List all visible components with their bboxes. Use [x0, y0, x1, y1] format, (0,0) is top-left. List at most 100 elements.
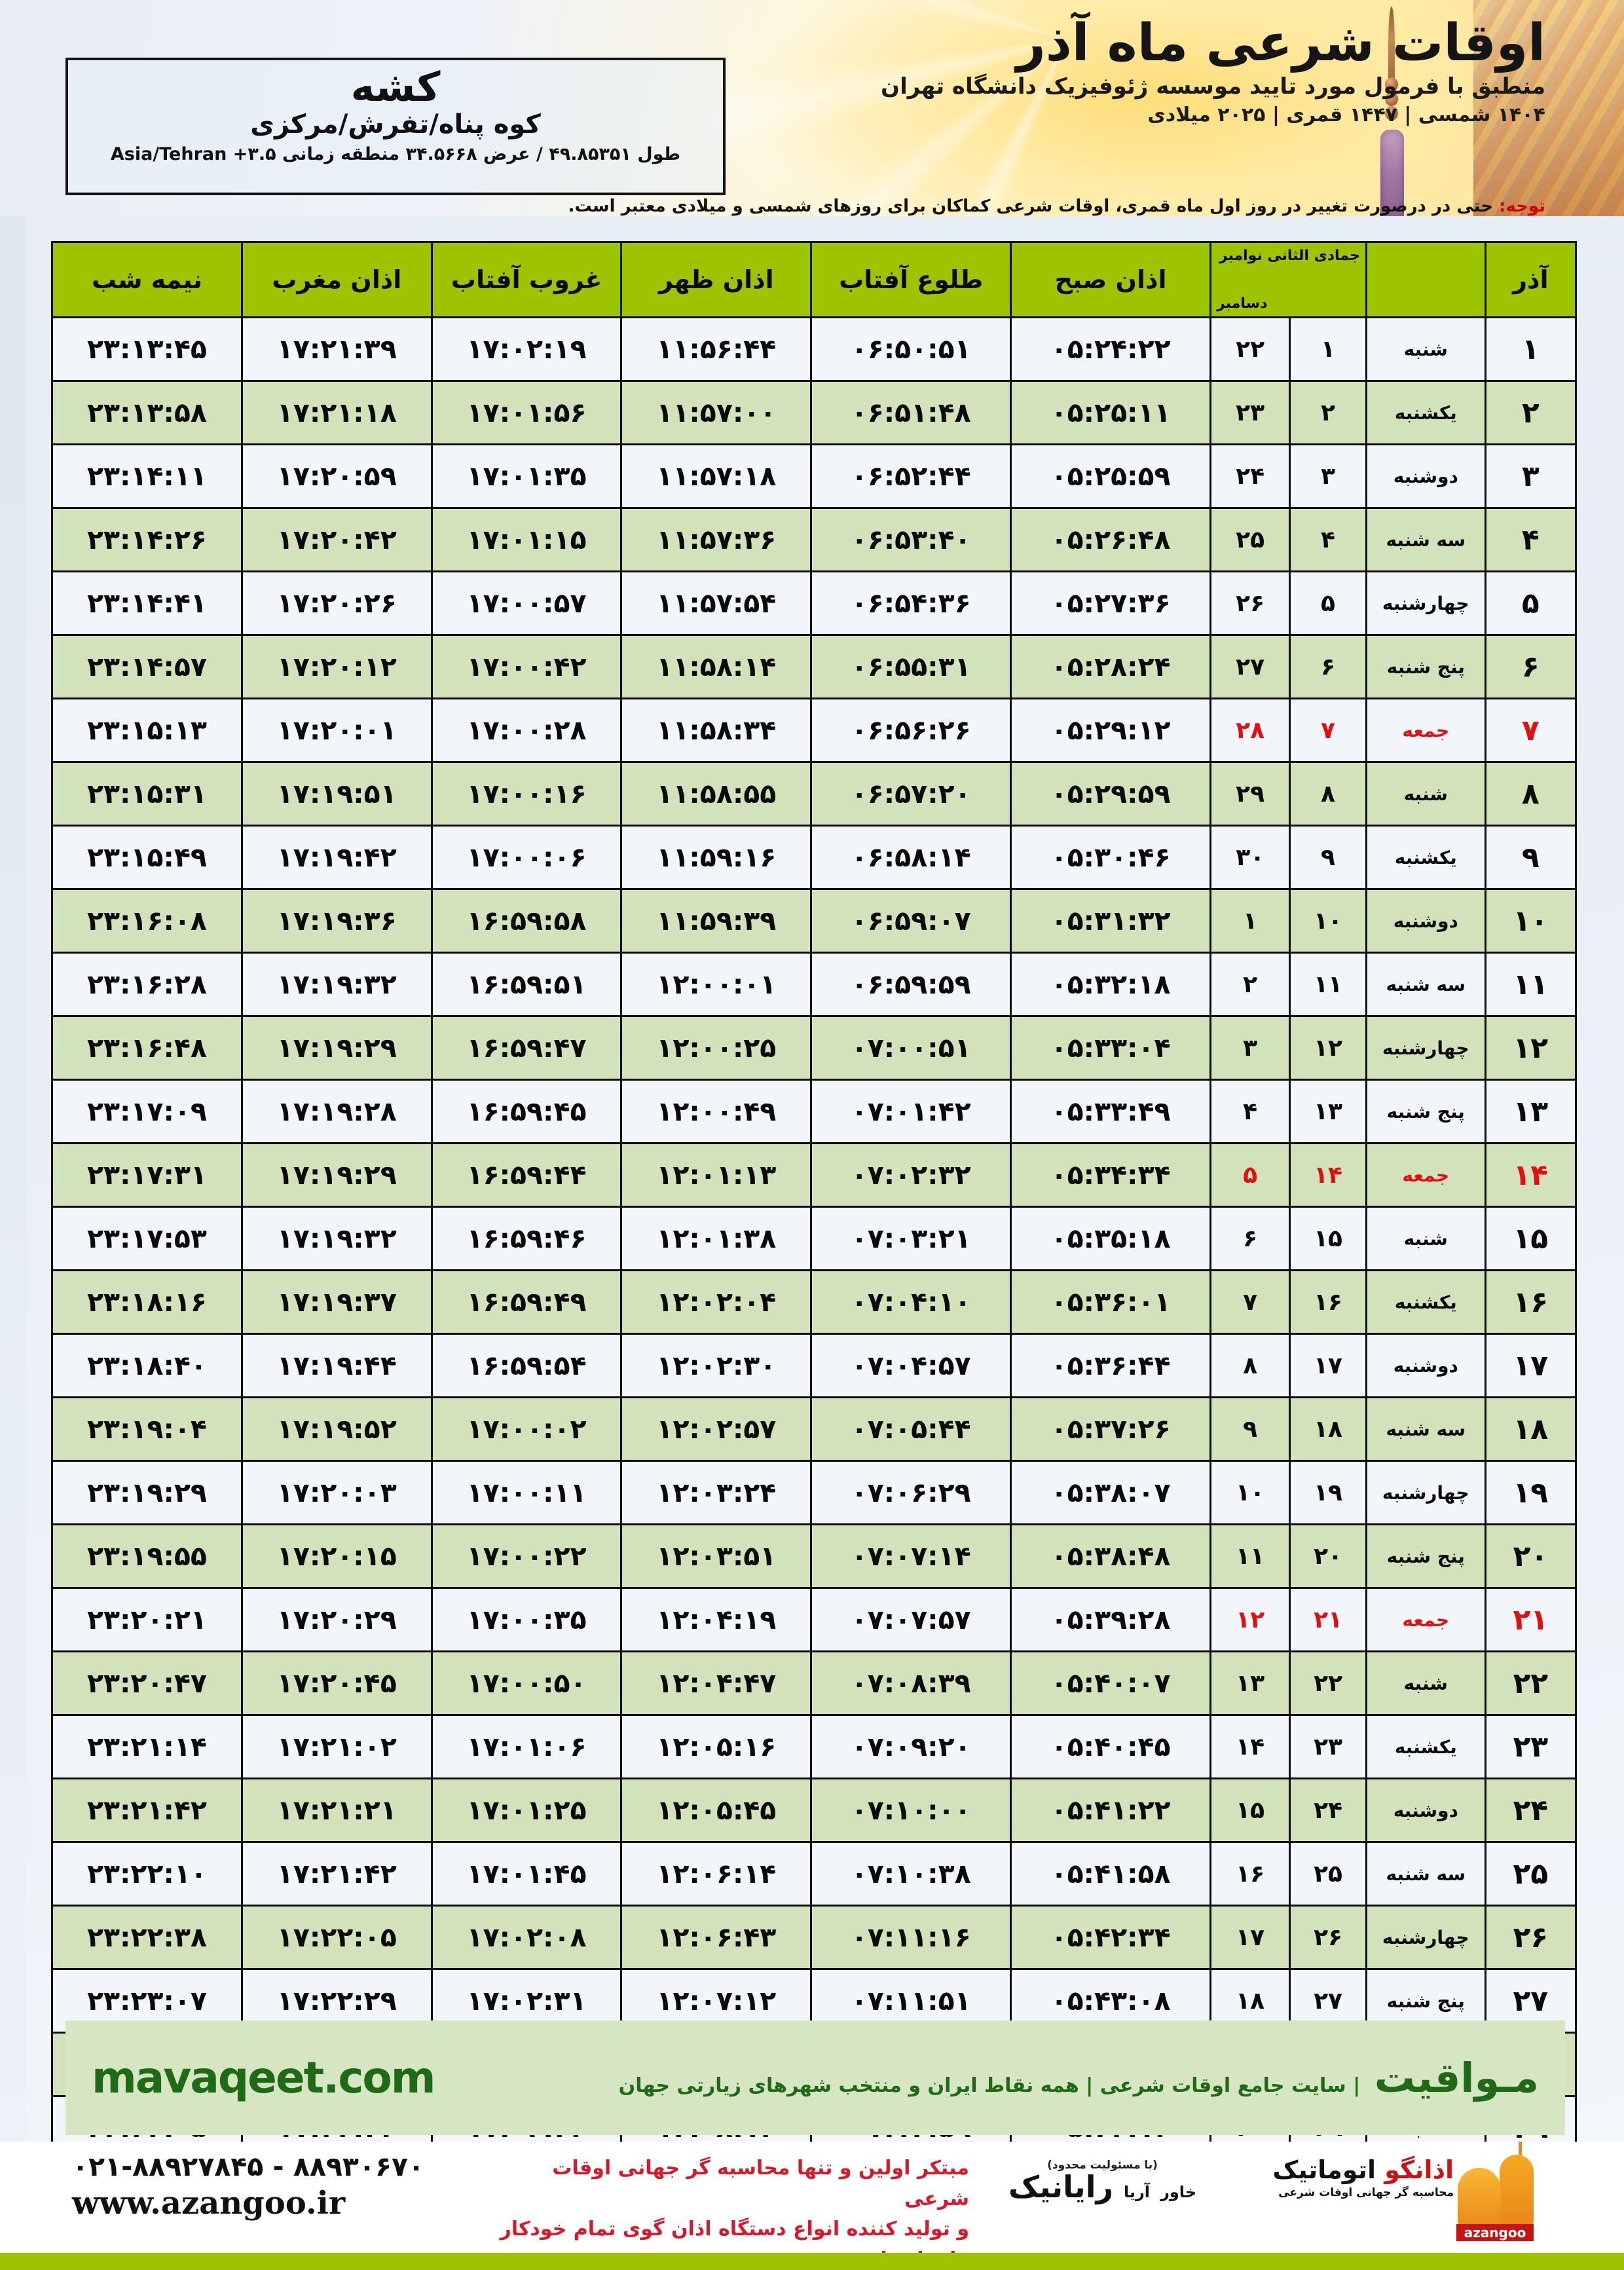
- day-weekday: پنج شنبه: [1365, 1079, 1486, 1144]
- time-tolu: ۰۷:۱۰:۰۰: [810, 1777, 1012, 1843]
- time-tolu: ۰۷:۰۲:۳۲: [810, 1142, 1012, 1208]
- time-sobh: ۰۵:۲۶:۴۸: [1010, 507, 1212, 572]
- time-sobh: ۰۵:۴۰:۰۷: [1010, 1650, 1212, 1716]
- table-row: ۱۴ جمعه ۱۴ ۵ ۰۵:۳۴:۳۴ ۰۷:۰۲:۳۲ ۱۲:۰۱:۱۳ ۱۶:۵۹:۴…: [51, 1142, 1578, 1208]
- day-azar: ۷: [1484, 698, 1578, 763]
- time-nimeshab: ۲۳:۲۱:۱۴: [51, 1714, 243, 1779]
- time-sobh: ۰۵:۳۸:۰۷: [1010, 1460, 1212, 1525]
- day-azar: ۱۴: [1484, 1142, 1578, 1208]
- day-weekday: جمعه: [1365, 1587, 1486, 1652]
- day-gregorian: ۲: [1209, 952, 1291, 1017]
- time-maghreb: ۱۷:۱۹:۳۷: [240, 1269, 433, 1335]
- time-zohr: ۱۲:۰۶:۱۴: [620, 1841, 813, 1907]
- day-weekday: دوشنبه: [1365, 1777, 1486, 1843]
- time-ghorub: ۱۷:۰۰:۵۷: [430, 570, 623, 636]
- rayanik-liability: (با مسئولیت محدود): [1047, 2159, 1158, 2172]
- table-row: ۳ دوشنبه ۳ ۲۴ ۰۵:۲۵:۵۹ ۰۶:۵۲:۴۴ ۱۱:۵۷:۱۸ ۱۷:۰۱:…: [51, 443, 1578, 509]
- time-maghreb: ۱۷:۲۰:۱۵: [240, 1523, 433, 1589]
- col-header-zohr: اذان ظهر: [620, 241, 813, 318]
- day-qamari: ۶: [1289, 634, 1367, 699]
- time-zohr: ۱۱:۵۷:۱۸: [620, 443, 813, 509]
- col-header-maghreb: اذان مغرب: [240, 241, 433, 318]
- promo-domain[interactable]: mavaqeet.com: [92, 2053, 435, 2103]
- minaret-body: [1380, 130, 1404, 216]
- table-row: ۶ پنج شنبه ۶ ۲۷ ۰۵:۲۸:۲۴ ۰۶:۵۵:۳۱ ۱۱:۵۸:۱۴ ۱۷:۰…: [51, 634, 1578, 699]
- footer-website[interactable]: www.azangoo.ir: [72, 2185, 346, 2222]
- day-weekday: یکشنبه: [1365, 380, 1486, 445]
- col-header-nimeshab: نیمه شب: [51, 241, 243, 318]
- time-nimeshab: ۲۳:۱۵:۱۳: [51, 698, 243, 763]
- time-nimeshab: ۲۳:۲۲:۱۰: [51, 1841, 243, 1907]
- day-azar: ۵: [1484, 570, 1578, 636]
- day-gregorian: ۸: [1209, 1333, 1291, 1398]
- table-row: ۸ شنبه ۸ ۲۹ ۰۵:۲۹:۵۹ ۰۶:۵۷:۲۰ ۱۱:۵۸:۵۵ ۱۷:۰۰:۱۶…: [51, 761, 1578, 827]
- header-qamari-november: جمادی الثانی نوامبر: [1219, 248, 1360, 264]
- page-title: اوقات شرعی ماه آذر: [1016, 14, 1546, 73]
- table-row: ۲۴ دوشنبه ۲۴ ۱۵ ۰۵:۴۱:۲۲ ۰۷:۱۰:۰۰ ۱۲:۰۵:۴۵ ۱۷:۰…: [51, 1777, 1578, 1843]
- time-tolu: ۰۶:۵۷:۲۰: [810, 761, 1012, 827]
- table-row: ۲۲ شنبه ۲۲ ۱۳ ۰۵:۴۰:۰۷ ۰۷:۰۸:۳۹ ۱۲:۰۴:۴۷ ۱۷:۰۰:…: [51, 1650, 1578, 1716]
- day-weekday: دوشنبه: [1365, 443, 1486, 509]
- day-qamari: ۲۳: [1289, 1714, 1367, 1779]
- footer-phone: ۰۲۱-۸۸۹۲۷۸۴۵ - ۸۸۹۳۰۶۷۰: [72, 2151, 425, 2182]
- time-ghorub: ۱۷:۰۲:۰۸: [430, 1905, 623, 1970]
- time-ghorub: ۱۷:۰۰:۰۲: [430, 1396, 623, 1462]
- city-coordinates: طول ۴۹.۸۵۳۵۱ / عرض ۳۴.۵۶۶۸ منطقه زمانی ۳…: [110, 144, 681, 164]
- day-gregorian: ۱۱: [1209, 1523, 1291, 1589]
- time-maghreb: ۱۷:۱۹:۴۲: [240, 825, 433, 890]
- time-maghreb: ۱۷:۱۹:۳۲: [240, 952, 433, 1017]
- time-ghorub: ۱۶:۵۹:۴۴: [430, 1142, 623, 1208]
- day-qamari: ۵: [1289, 570, 1367, 636]
- time-maghreb: ۱۷:۱۹:۲۸: [240, 1079, 433, 1144]
- time-tolu: ۰۶:۵۹:۵۹: [810, 952, 1012, 1017]
- time-ghorub: ۱۷:۰۰:۲۸: [430, 698, 623, 763]
- day-weekday: یکشنبه: [1365, 1269, 1486, 1335]
- contact-block: ۰۲۱-۸۸۹۲۷۸۴۵ - ۸۸۹۳۰۶۷۰ www.azangoo.ir: [72, 2151, 425, 2222]
- time-ghorub: ۱۷:۰۰:۰۶: [430, 825, 623, 890]
- time-ghorub: ۱۷:۰۱:۲۵: [430, 1777, 623, 1843]
- time-tolu: ۰۷:۰۵:۴۴: [810, 1396, 1012, 1462]
- time-sobh: ۰۵:۳۸:۴۸: [1010, 1523, 1212, 1589]
- time-ghorub: ۱۶:۵۹:۴۶: [430, 1206, 623, 1271]
- time-zohr: ۱۲:۰۰:۰۱: [620, 952, 813, 1017]
- time-tolu: ۰۶:۵۲:۴۴: [810, 443, 1012, 509]
- day-weekday: جمعه: [1365, 698, 1486, 763]
- time-nimeshab: ۲۳:۲۲:۳۸: [51, 1905, 243, 1970]
- table-row: ۵ چهارشنبه ۵ ۲۶ ۰۵:۲۷:۳۶ ۰۶:۵۴:۳۶ ۱۱:۵۷:۵۴ ۱۷:۰…: [51, 570, 1578, 636]
- day-weekday: سه شنبه: [1365, 1841, 1486, 1907]
- time-sobh: ۰۵:۲۹:۱۲: [1010, 698, 1212, 763]
- table-row: ۲۵ سه شنبه ۲۵ ۱۶ ۰۵:۴۱:۵۸ ۰۷:۱۰:۳۸ ۱۲:۰۶:۱۴ ۱۷:…: [51, 1841, 1578, 1907]
- time-sobh: ۰۵:۳۶:۴۴: [1010, 1333, 1212, 1398]
- time-zohr: ۱۲:۰۶:۴۳: [620, 1905, 813, 1970]
- time-nimeshab: ۲۳:۱۷:۰۹: [51, 1079, 243, 1144]
- time-tolu: ۰۷:۰۸:۳۹: [810, 1650, 1012, 1716]
- day-weekday: دوشنبه: [1365, 888, 1486, 954]
- time-nimeshab: ۲۳:۱۹:۰۴: [51, 1396, 243, 1462]
- day-qamari: ۱۶: [1289, 1269, 1367, 1335]
- col-header-ghorub: غروب آفتاب: [430, 241, 623, 318]
- time-ghorub: ۱۶:۵۹:۵۸: [430, 888, 623, 954]
- day-azar: ۶: [1484, 634, 1578, 699]
- shrine-ornament-strip: [1473, 0, 1624, 216]
- table-row: ۲۶ چهارشنبه ۲۶ ۱۷ ۰۵:۴۲:۳۴ ۰۷:۱۱:۱۶ ۱۲:۰۶:۴۳ ۱۷…: [51, 1905, 1578, 1970]
- day-azar: ۱۰: [1484, 888, 1578, 954]
- time-maghreb: ۱۷:۲۰:۴۵: [240, 1650, 433, 1716]
- day-azar: ۲۳: [1484, 1714, 1578, 1779]
- time-maghreb: ۱۷:۱۹:۵۱: [240, 761, 433, 827]
- day-azar: ۱۲: [1484, 1015, 1578, 1081]
- time-nimeshab: ۲۳:۲۰:۲۱: [51, 1587, 243, 1652]
- note-text: حتی در درصورت تغییر در روز اول ماه قمری،…: [568, 196, 1500, 216]
- time-ghorub: ۱۷:۰۱:۴۵: [430, 1841, 623, 1907]
- table-row: ۱ شنبه ۱ ۲۲ ۰۵:۲۴:۲۲ ۰۶:۵۰:۵۱ ۱۱:۵۶:۴۴ ۱۷:۰۲:۱۹…: [51, 316, 1578, 382]
- day-qamari: ۸: [1289, 761, 1367, 827]
- table-row: ۱۱ سه شنبه ۱۱ ۲ ۰۵:۳۲:۱۸ ۰۶:۵۹:۵۹ ۱۲:۰۰:۰۱ ۱۶:۵…: [51, 952, 1578, 1017]
- day-weekday: چهارشنبه: [1365, 570, 1486, 636]
- time-maghreb: ۱۷:۲۰:۵۹: [240, 443, 433, 509]
- time-sobh: ۰۵:۳۱:۳۲: [1010, 888, 1212, 954]
- time-tolu: ۰۷:۰۰:۵۱: [810, 1015, 1012, 1081]
- day-azar: ۱۳: [1484, 1079, 1578, 1144]
- azangoo-subtitle: محاسبه گر جهانی اوقات شرعی: [1278, 2186, 1454, 2199]
- time-sobh: ۰۵:۲۵:۵۹: [1010, 443, 1212, 509]
- day-azar: ۱۸: [1484, 1396, 1578, 1462]
